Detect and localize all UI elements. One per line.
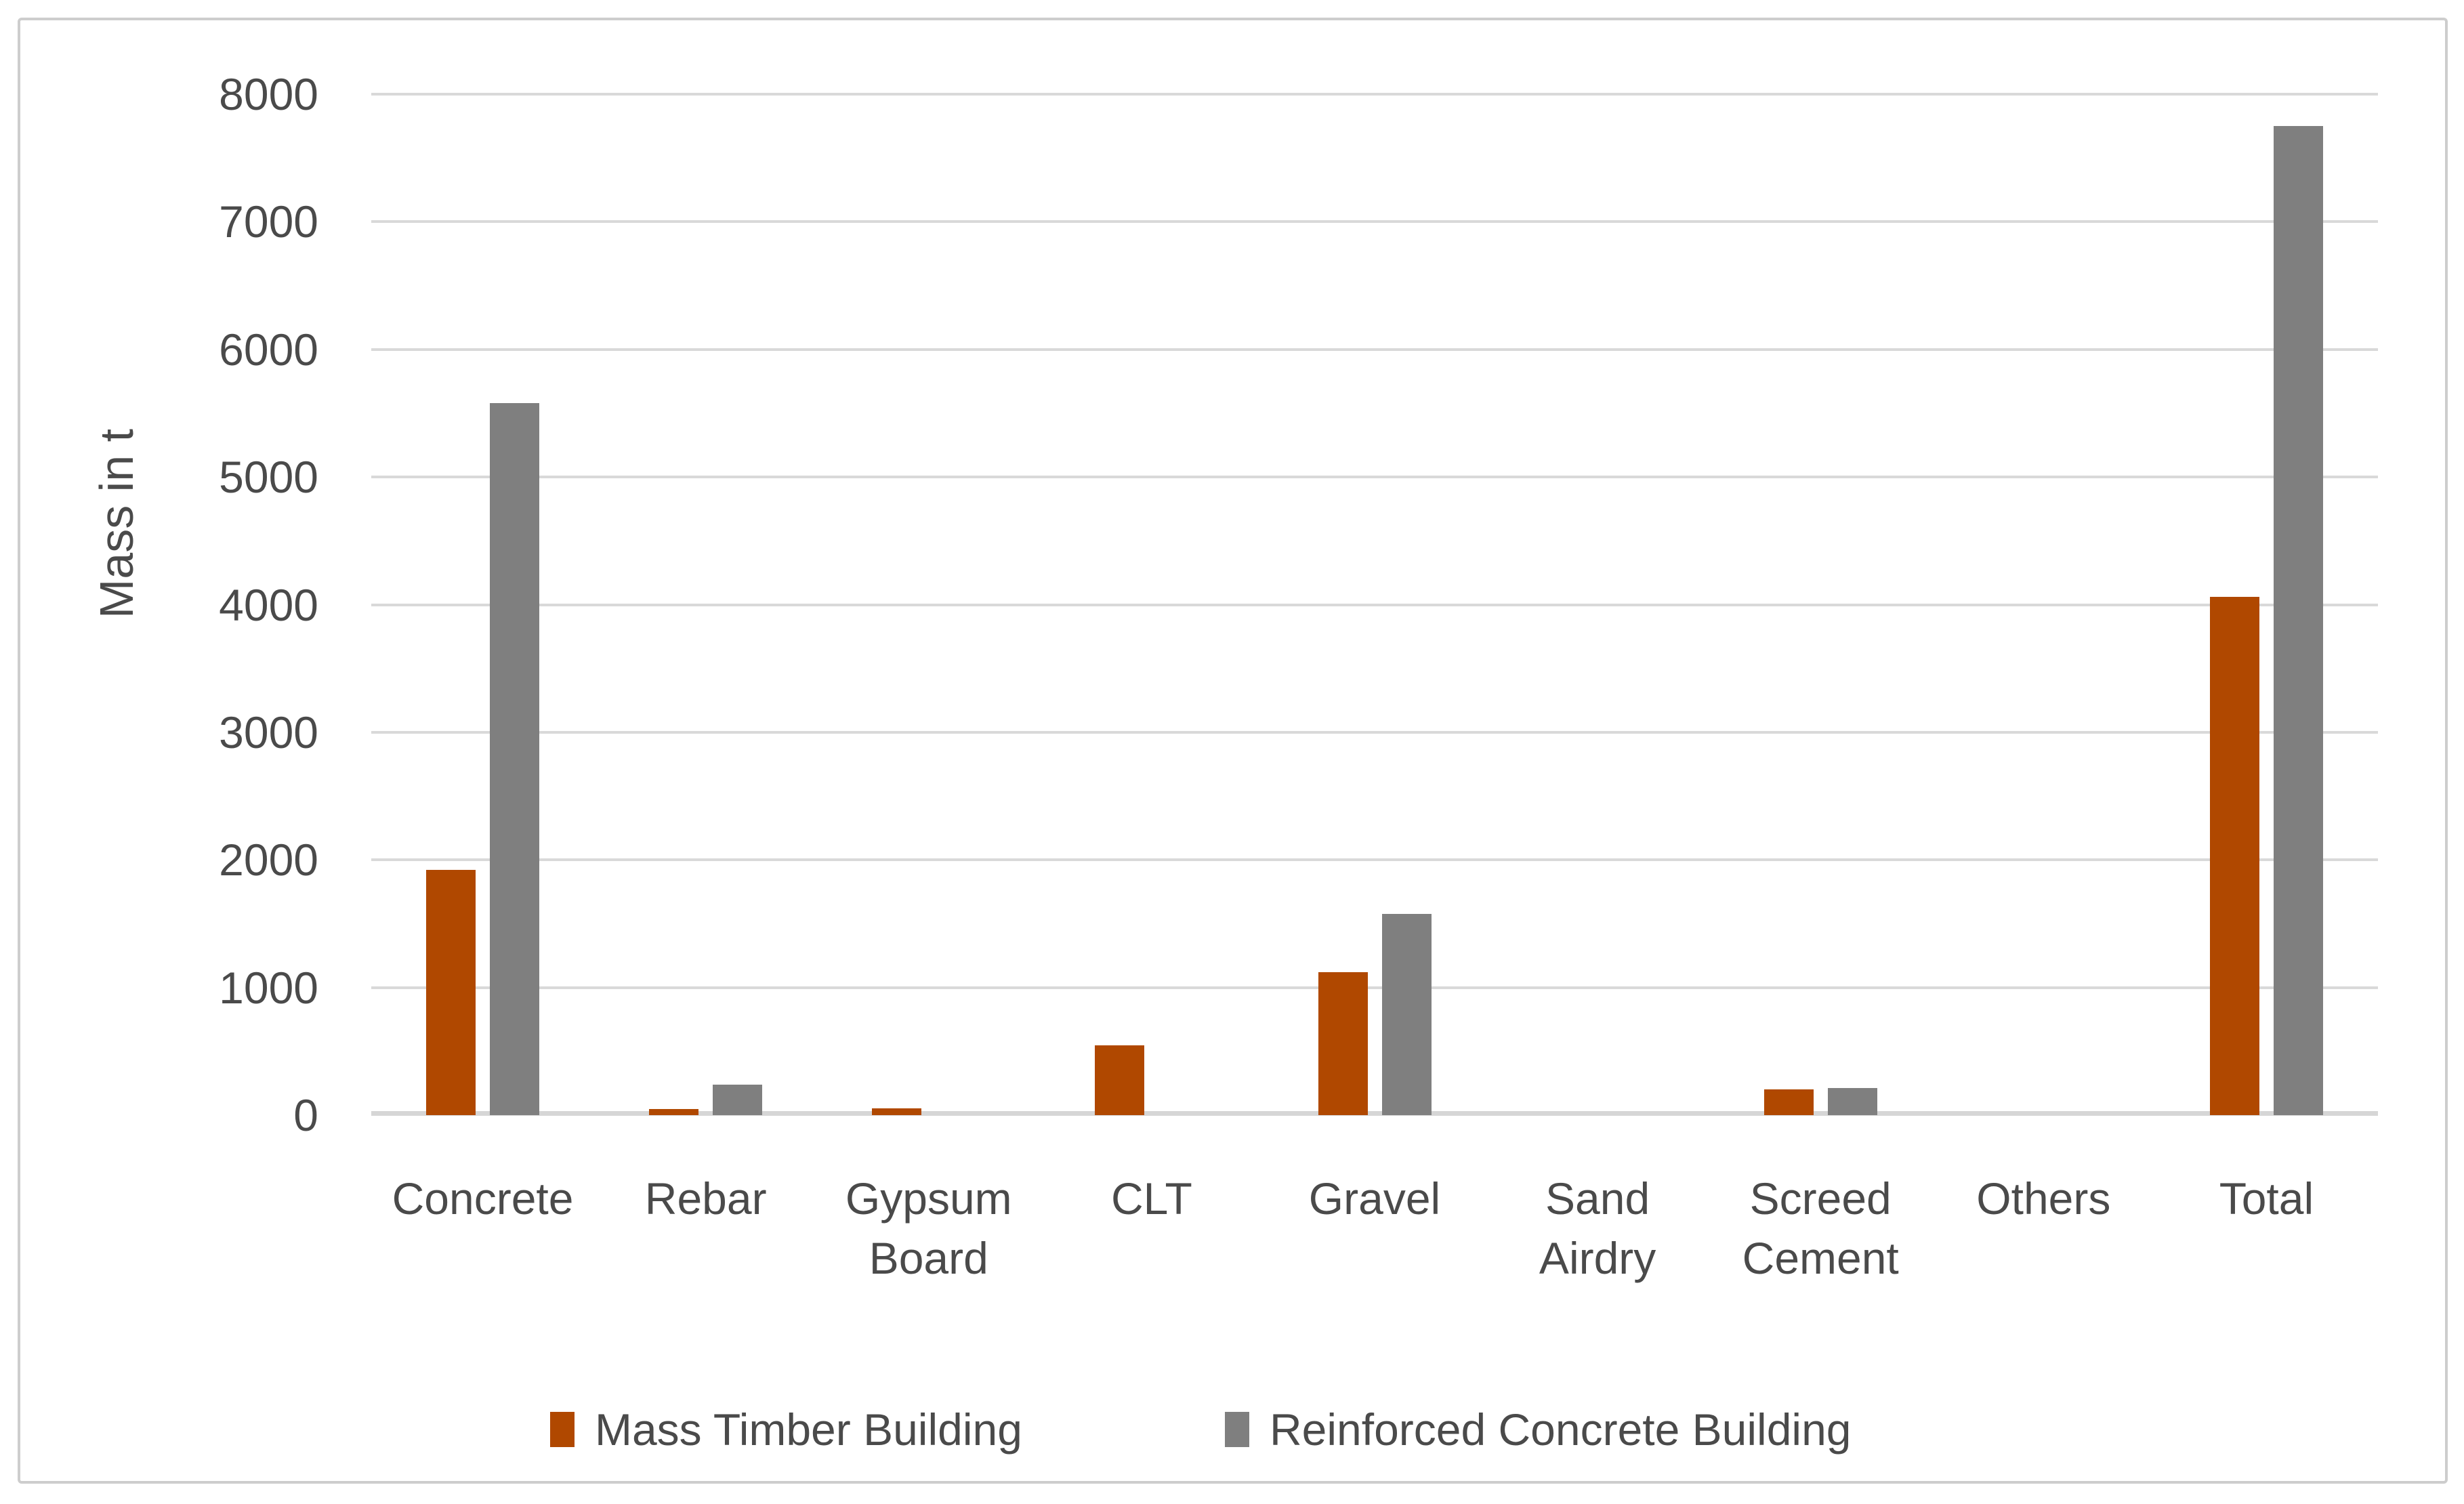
x-category-label-sand-airdry: Sand Airdry: [1539, 1173, 1656, 1283]
x-category-label-screed-cement: Screed Cement: [1742, 1173, 1899, 1283]
bar-mass-timber-building-concrete: [426, 870, 476, 1115]
y-tick-label-5000: 5000: [219, 452, 318, 503]
y-tick-label-7000: 7000: [219, 196, 318, 247]
legend-item-mass-timber-building: Mass Timber Building: [550, 1402, 1022, 1457]
x-category-label-rebar: Rebar: [644, 1173, 767, 1224]
legend-swatch-mass-timber-building: [550, 1412, 575, 1447]
bar-reinforced-concrete-building-total: [2274, 126, 2323, 1115]
gridline-7000: [371, 220, 2378, 224]
bar-mass-timber-building-clt: [1095, 1045, 1144, 1115]
bar-reinforced-concrete-building-gravel: [1382, 914, 1432, 1115]
y-tick-label-8000: 8000: [219, 69, 318, 119]
legend-label-mass-timber-building: Mass Timber Building: [595, 1404, 1022, 1455]
legend-swatch-reinforced-concrete-building: [1225, 1412, 1249, 1447]
gridline-4000: [371, 603, 2378, 606]
x-category-label-total: Total: [2219, 1173, 2314, 1224]
x-category-label-concrete: Concrete: [392, 1173, 574, 1224]
x-category-label-clt: CLT: [1110, 1173, 1192, 1224]
bar-mass-timber-building-gypsum-board: [872, 1108, 921, 1115]
gridline-3000: [371, 730, 2378, 734]
y-tick-label-4000: 4000: [219, 579, 318, 630]
y-tick-label-1000: 1000: [219, 962, 318, 1013]
bar-mass-timber-building-gravel: [1318, 972, 1368, 1115]
gridline-5000: [371, 476, 2378, 479]
x-category-label-gypsum-board: Gypsum Board: [845, 1173, 1012, 1283]
bar-reinforced-concrete-building-concrete: [490, 403, 539, 1115]
bar-mass-timber-building-screed-cement: [1764, 1089, 1814, 1115]
x-category-label-gravel: Gravel: [1308, 1173, 1441, 1224]
y-tick-label-0: 0: [293, 1090, 318, 1140]
gridline-1000: [371, 986, 2378, 989]
legend-label-reinforced-concrete-building: Reinforced Concrete Building: [1270, 1404, 1852, 1455]
x-category-label-others: Others: [1976, 1173, 2111, 1224]
gridline-2000: [371, 858, 2378, 862]
bar-reinforced-concrete-building-screed-cement: [1828, 1088, 1877, 1115]
bar-reinforced-concrete-building-rebar: [713, 1085, 762, 1115]
legend-item-reinforced-concrete-building: Reinforced Concrete Building: [1225, 1402, 1851, 1457]
y-tick-label-2000: 2000: [219, 835, 318, 885]
legend: Mass Timber Building Reinforced Concrete…: [0, 1402, 2464, 1457]
bar-mass-timber-building-total: [2210, 597, 2259, 1115]
chart-border: [18, 18, 2448, 1484]
bar-mass-timber-building-rebar: [649, 1109, 698, 1115]
gridline-8000: [371, 93, 2378, 96]
y-tick-label-3000: 3000: [219, 707, 318, 757]
x-axis-line: [371, 1111, 2378, 1116]
y-tick-label-6000: 6000: [219, 324, 318, 375]
gridline-6000: [371, 348, 2378, 351]
